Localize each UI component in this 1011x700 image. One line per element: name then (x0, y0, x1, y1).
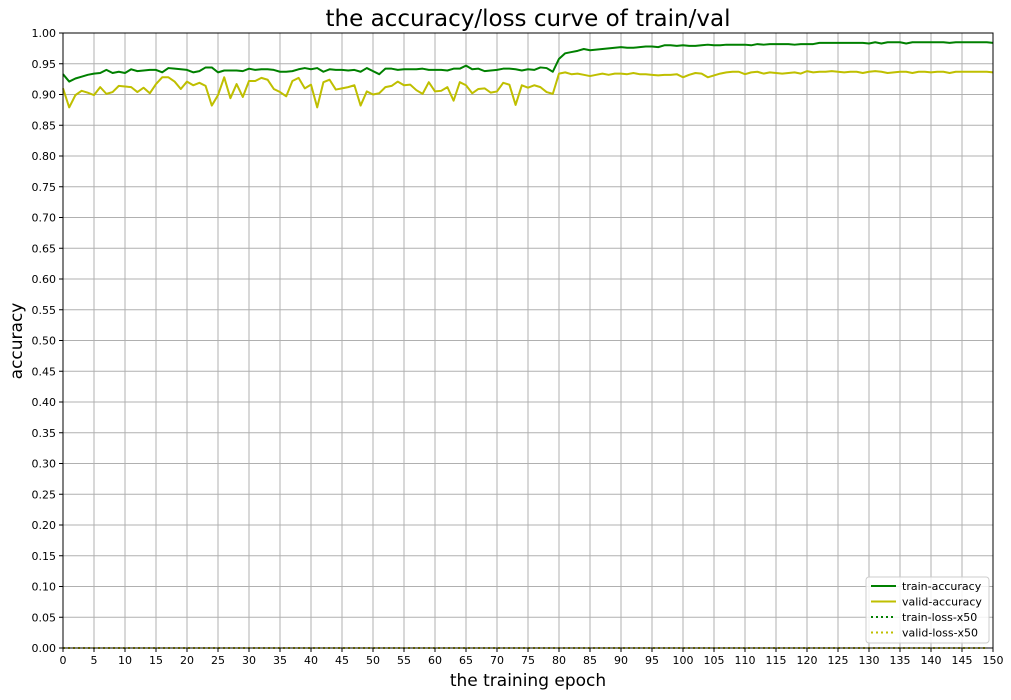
x-tick-label: 70 (490, 654, 504, 667)
x-tick-label: 25 (211, 654, 225, 667)
legend-label-train-loss-x50: train-loss-x50 (902, 611, 977, 624)
y-tick-label: 0.90 (32, 89, 57, 102)
y-tick-label: 0.35 (32, 427, 57, 440)
x-tick-label: 15 (149, 654, 163, 667)
y-tick-label: 0.15 (32, 550, 57, 563)
x-tick-label: 20 (180, 654, 194, 667)
axis-ticks: 0 5 10 15 20 25 30 35 40 45 50 55 60 65 70 75 80 85 90 95 10… (32, 27, 1004, 667)
x-tick-label: 45 (335, 654, 349, 667)
series-train-accuracy (62, 41, 994, 83)
x-tick-label: 130 (859, 654, 880, 667)
legend-label-valid-loss-x50: valid-loss-x50 (902, 627, 978, 640)
x-tick-label: 75 (521, 654, 535, 667)
y-tick-label: 0.10 (32, 581, 57, 594)
y-tick-label: 0.05 (32, 611, 57, 624)
series-valid-accuracy (62, 70, 994, 109)
x-axis-label: the training epoch (450, 671, 606, 691)
x-tick-label: 115 (766, 654, 787, 667)
x-tick-label: 145 (952, 654, 973, 667)
y-tick-label: 0.30 (32, 458, 57, 471)
y-tick-label: 0.60 (32, 273, 57, 286)
x-tick-label: 10 (118, 654, 132, 667)
grid-lines (62, 32, 994, 649)
x-tick-label: 110 (735, 654, 756, 667)
y-tick-label: 0.40 (32, 396, 57, 409)
x-tick-label: 60 (428, 654, 442, 667)
y-tick-label: 0.75 (32, 181, 57, 194)
x-tick-label: 90 (614, 654, 628, 667)
y-axis-label: accuracy (7, 303, 27, 380)
y-tick-label: 0.65 (32, 242, 57, 255)
y-tick-label: 0.80 (32, 150, 57, 163)
y-tick-label: 0.55 (32, 304, 57, 317)
x-tick-label: 100 (673, 654, 694, 667)
y-tick-label: 0.00 (32, 642, 57, 655)
y-tick-label: 0.50 (32, 335, 57, 348)
x-tick-label: 50 (366, 654, 380, 667)
y-tick-label: 0.20 (32, 519, 57, 532)
x-tick-label: 95 (645, 654, 659, 667)
x-tick-label: 5 (91, 654, 98, 667)
x-tick-label: 135 (890, 654, 911, 667)
x-tick-label: 150 (983, 654, 1004, 667)
x-tick-label: 80 (552, 654, 566, 667)
x-tick-label: 85 (583, 654, 597, 667)
legend: train-accuracy valid-accuracy train-loss-x… (865, 576, 990, 644)
x-tick-label: 125 (828, 654, 849, 667)
x-tick-label: 105 (704, 654, 725, 667)
y-tick-label: 0.95 (32, 58, 57, 71)
x-tick-label: 120 (797, 654, 818, 667)
y-tick-label: 1.00 (32, 27, 57, 40)
legend-label-valid-accuracy: valid-accuracy (902, 596, 982, 609)
x-tick-label: 65 (459, 654, 473, 667)
x-tick-label: 30 (242, 654, 256, 667)
x-tick-label: 35 (273, 654, 287, 667)
y-tick-label: 0.25 (32, 488, 57, 501)
x-tick-label: 0 (60, 654, 67, 667)
legend-box (865, 576, 990, 644)
x-tick-label: 55 (397, 654, 411, 667)
legend-label-train-accuracy: train-accuracy (902, 580, 982, 593)
y-tick-label: 0.85 (32, 119, 57, 132)
y-tick-label: 0.45 (32, 365, 57, 378)
x-tick-label: 40 (304, 654, 318, 667)
chart-title: the accuracy/loss curve of train/val (326, 6, 731, 32)
y-tick-label: 0.70 (32, 212, 57, 225)
x-tick-label: 140 (921, 654, 942, 667)
